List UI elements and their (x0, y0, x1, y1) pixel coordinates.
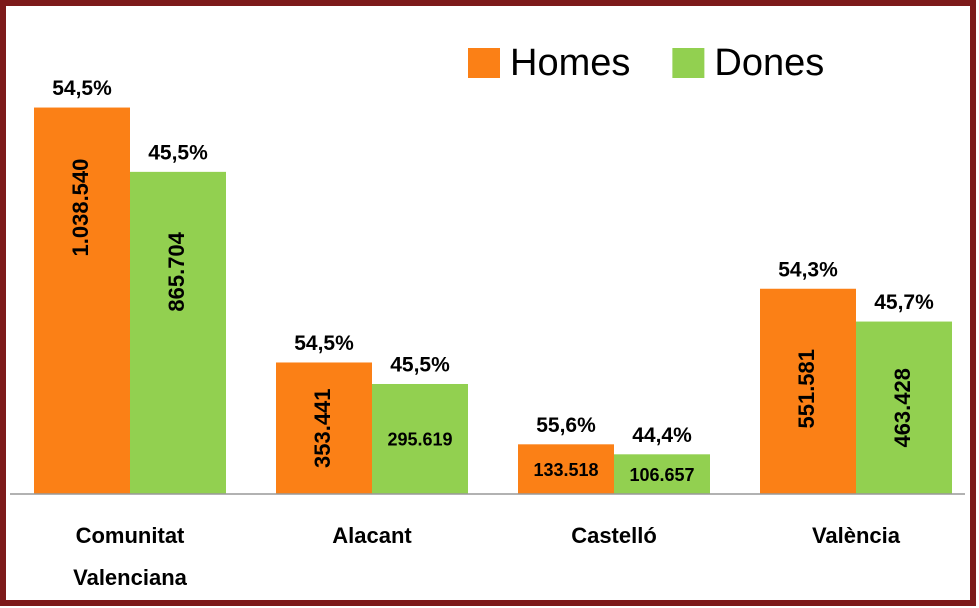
share-label: 55,6% (536, 414, 596, 437)
x-tick-label: Castelló (571, 523, 657, 548)
x-tick-label: Alacant (332, 523, 412, 548)
bar (276, 362, 372, 494)
x-tick-label: Comunitat Valenciana (73, 523, 188, 590)
share-label: 44,4% (632, 424, 692, 447)
bar (518, 444, 614, 494)
share-label: 45,7% (874, 291, 934, 314)
x-tick-label: València (812, 523, 901, 548)
value-label: 865.704 (164, 231, 189, 311)
value-label: 353.441 (310, 388, 335, 468)
value-label: 133.518 (533, 460, 598, 480)
value-label: 295.619 (387, 430, 452, 450)
legend-swatch (672, 48, 705, 78)
bar (372, 383, 468, 494)
share-label: 54,5% (52, 77, 112, 100)
share-label: 45,5% (148, 141, 208, 164)
value-label: 551.581 (794, 349, 819, 429)
bar (130, 171, 226, 495)
bar (856, 321, 952, 494)
value-label: 106.657 (629, 465, 694, 485)
bar (760, 288, 856, 494)
value-label: 463.428 (890, 368, 915, 448)
share-label: 54,3% (778, 258, 838, 281)
share-label: 45,5% (390, 354, 450, 377)
bar (34, 107, 130, 495)
legend-swatch (468, 48, 500, 78)
value-label: 1.038.540 (68, 159, 93, 257)
bar (614, 454, 710, 494)
legend-label: Dones (714, 42, 824, 84)
share-label: 54,5% (294, 332, 354, 355)
legend-label: Homes (510, 42, 630, 84)
